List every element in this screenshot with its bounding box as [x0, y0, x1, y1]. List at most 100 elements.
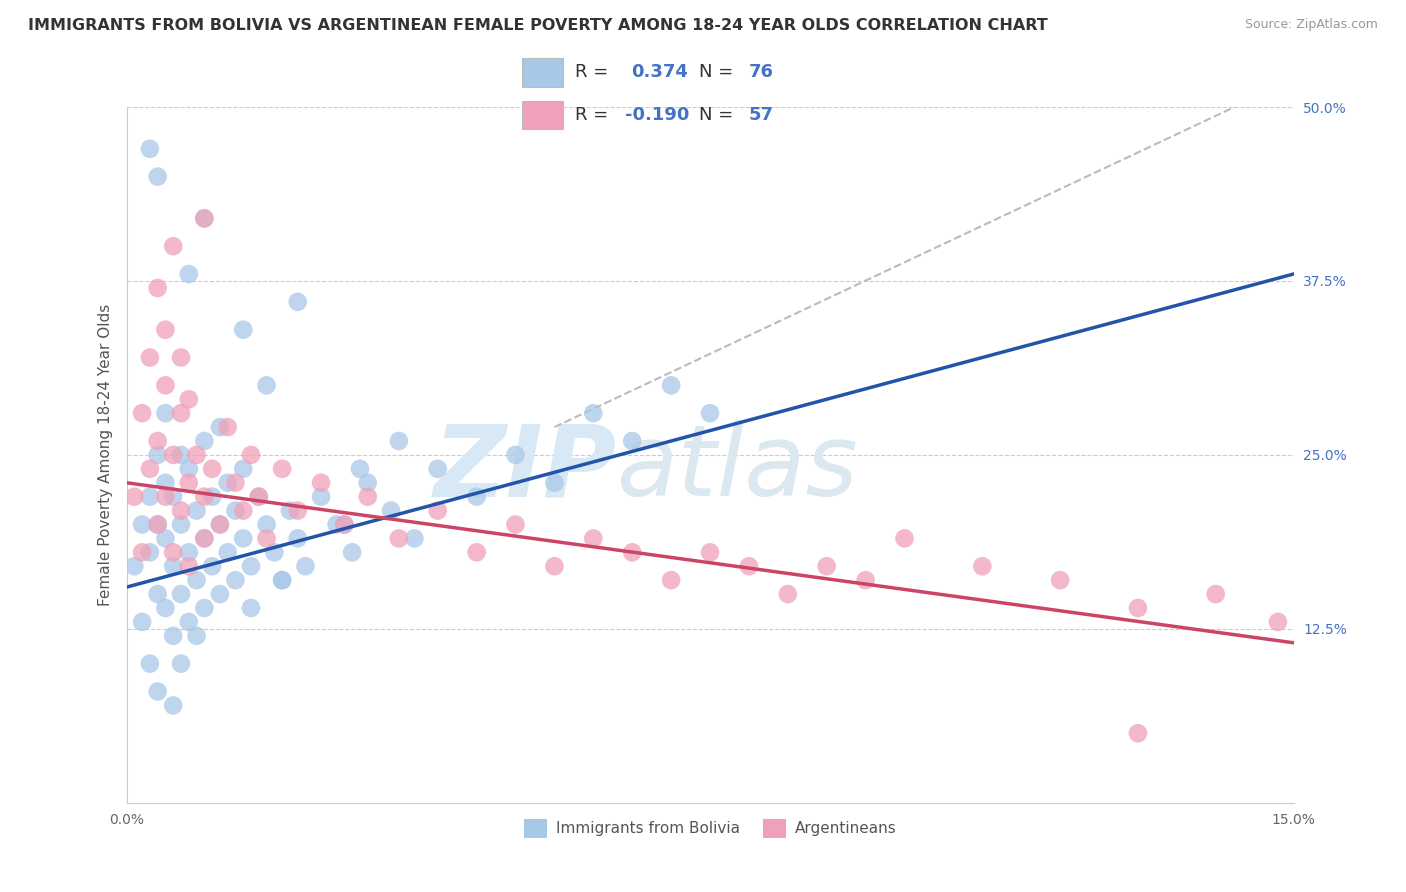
Point [208, 517, 231, 532]
Point [309, 475, 332, 490]
Point [240, 559, 263, 574]
Point [340, 545, 363, 559]
Point [201, 559, 224, 574]
Point [256, 532, 278, 546]
Point [177, 462, 200, 476]
Point [131, 517, 153, 532]
Point [893, 532, 915, 546]
Point [146, 281, 169, 295]
Point [201, 490, 224, 504]
Point [333, 517, 356, 532]
Point [162, 559, 184, 574]
Point [543, 475, 565, 490]
Point [139, 462, 162, 476]
Point [357, 475, 380, 490]
Point [388, 434, 411, 448]
Point [146, 448, 169, 462]
Point [232, 462, 254, 476]
Point [278, 503, 301, 517]
Text: 76: 76 [748, 63, 773, 81]
Point [263, 545, 285, 559]
Point [217, 420, 239, 434]
Bar [523, 101, 562, 129]
Point [186, 573, 208, 587]
Point [162, 698, 184, 713]
Point [232, 532, 254, 546]
Point [582, 406, 605, 420]
Point [162, 239, 184, 253]
Point [1126, 726, 1149, 740]
Point [170, 448, 193, 462]
Text: ZIP: ZIP [433, 420, 617, 517]
Point [287, 532, 309, 546]
Text: atlas: atlas [617, 420, 858, 517]
Point [193, 601, 215, 615]
Point [193, 532, 215, 546]
Point [177, 392, 200, 407]
Point [155, 601, 177, 615]
Point [162, 490, 184, 504]
Point [217, 475, 239, 490]
Point [201, 462, 224, 476]
Point [294, 559, 316, 574]
Point [146, 684, 169, 698]
Point [208, 587, 231, 601]
Point [738, 559, 761, 574]
Point [124, 490, 146, 504]
Point [465, 490, 488, 504]
Text: N =: N = [699, 106, 738, 124]
Point [155, 323, 177, 337]
Point [380, 503, 402, 517]
Point [193, 532, 215, 546]
Point [224, 475, 246, 490]
Point [208, 420, 231, 434]
Point [139, 490, 162, 504]
Point [155, 490, 177, 504]
Point [162, 629, 184, 643]
Point [271, 462, 294, 476]
Point [162, 448, 184, 462]
Point [186, 629, 208, 643]
Point [139, 142, 162, 156]
Point [659, 378, 682, 392]
Point [193, 490, 215, 504]
Point [224, 503, 246, 517]
Point [208, 517, 231, 532]
Point [543, 559, 565, 574]
Point [815, 559, 838, 574]
Point [155, 532, 177, 546]
Point [170, 503, 193, 517]
Point [155, 475, 177, 490]
Text: N =: N = [699, 63, 738, 81]
Bar [523, 58, 562, 87]
Legend: Immigrants from Bolivia, Argentineans: Immigrants from Bolivia, Argentineans [517, 813, 903, 844]
Point [217, 545, 239, 559]
Point [247, 490, 270, 504]
Point [1205, 587, 1227, 601]
Text: R =: R = [575, 63, 614, 81]
Point [776, 587, 799, 601]
Point [505, 517, 527, 532]
Point [349, 462, 371, 476]
Point [131, 406, 153, 420]
Point [582, 532, 605, 546]
Point [465, 545, 488, 559]
Point [146, 169, 169, 184]
Point [170, 657, 193, 671]
Point [139, 657, 162, 671]
Point [124, 559, 146, 574]
Point [155, 406, 177, 420]
Point [139, 545, 162, 559]
Point [146, 587, 169, 601]
Point [232, 323, 254, 337]
Text: R =: R = [575, 106, 614, 124]
Point [855, 573, 877, 587]
Text: 57: 57 [748, 106, 773, 124]
Point [505, 448, 527, 462]
Point [271, 573, 294, 587]
Point [240, 601, 263, 615]
Point [146, 517, 169, 532]
Point [699, 406, 721, 420]
Point [972, 559, 994, 574]
Point [404, 532, 426, 546]
